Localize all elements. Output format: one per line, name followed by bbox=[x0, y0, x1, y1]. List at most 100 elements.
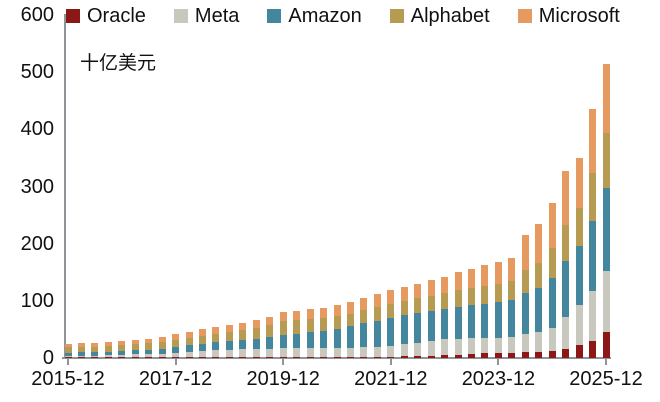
segment-meta-2022-06 bbox=[414, 342, 422, 356]
segment-amazon-2016-06 bbox=[91, 352, 99, 356]
segment-amazon-2022-09 bbox=[427, 310, 435, 341]
x-tick-2025-12 bbox=[605, 359, 607, 365]
segment-microsoft-2016-09 bbox=[104, 342, 112, 347]
bar-2025-09 bbox=[589, 109, 597, 358]
bar-2017-06 bbox=[145, 338, 153, 358]
segment-oracle-2025-03 bbox=[562, 348, 570, 358]
segment-microsoft-2022-03 bbox=[400, 287, 408, 302]
segment-alphabet-2021-09 bbox=[373, 307, 381, 321]
x-tick-2023-12 bbox=[497, 359, 500, 365]
alphabet-swatch-icon bbox=[389, 9, 404, 23]
legend-item-amazon: Amazon bbox=[267, 5, 362, 27]
segment-microsoft-2023-12 bbox=[494, 262, 502, 285]
segment-microsoft-2018-03 bbox=[185, 331, 193, 338]
segment-amazon-2024-03 bbox=[508, 300, 516, 337]
segment-meta-2025-03 bbox=[562, 317, 570, 349]
segment-meta-2020-06 bbox=[306, 348, 314, 358]
segment-microsoft-2015-12 bbox=[64, 343, 72, 348]
bar-2017-03 bbox=[131, 339, 139, 358]
segment-meta-2024-09 bbox=[535, 331, 543, 352]
segment-alphabet-2016-12 bbox=[118, 345, 126, 351]
segment-amazon-2020-03 bbox=[293, 333, 301, 349]
segment-microsoft-2017-06 bbox=[145, 338, 153, 344]
segment-alphabet-2023-06 bbox=[468, 288, 475, 306]
segment-amazon-2025-03 bbox=[562, 261, 570, 318]
bar-2018-09 bbox=[212, 327, 220, 358]
segment-oracle-2017-06 bbox=[145, 357, 153, 358]
segment-oracle-2024-03 bbox=[508, 352, 516, 358]
legend-label-microsoft: Microsoft bbox=[538, 5, 620, 27]
segment-microsoft-2022-09 bbox=[427, 280, 435, 296]
segment-oracle-2018-06 bbox=[199, 356, 206, 358]
bar-2017-09 bbox=[158, 336, 166, 358]
bar-2016-09 bbox=[104, 342, 112, 358]
segment-microsoft-2022-12 bbox=[441, 276, 449, 293]
bar-2016-03 bbox=[77, 343, 85, 358]
segment-alphabet-2019-06 bbox=[252, 328, 260, 339]
segment-alphabet-2019-03 bbox=[239, 330, 247, 340]
bar-2017-12 bbox=[172, 334, 180, 358]
segment-oracle-2019-06 bbox=[252, 357, 260, 358]
legend-label-amazon: Amazon bbox=[288, 5, 362, 27]
bar-2024-03 bbox=[508, 258, 516, 358]
legend-item-microsoft: Microsoft bbox=[517, 5, 620, 27]
segment-meta-2025-09 bbox=[589, 290, 597, 341]
segment-meta-2022-03 bbox=[400, 344, 408, 357]
segment-amazon-2025-06 bbox=[575, 245, 583, 306]
segment-oracle-2020-12 bbox=[333, 357, 341, 358]
segment-microsoft-2021-06 bbox=[360, 298, 368, 311]
segment-alphabet-2024-03 bbox=[508, 280, 516, 300]
segment-amazon-2024-06 bbox=[521, 292, 529, 335]
segment-meta-2018-12 bbox=[225, 349, 233, 358]
y-tick-label-300: 300 bbox=[20, 175, 54, 198]
segment-amazon-2023-03 bbox=[454, 306, 462, 339]
microsoft-swatch-icon bbox=[517, 9, 532, 23]
x-tick-label-2021-12: 2021-12 bbox=[354, 368, 428, 390]
segment-meta-2024-06 bbox=[521, 334, 529, 353]
segment-amazon-2025-12 bbox=[602, 187, 610, 271]
segment-microsoft-2024-06 bbox=[521, 235, 529, 270]
x-tick-label-2019-12: 2019-12 bbox=[246, 368, 320, 390]
segment-amazon-2022-03 bbox=[400, 315, 408, 345]
segment-amazon-2018-09 bbox=[212, 342, 220, 351]
segment-amazon-2022-12 bbox=[441, 308, 449, 339]
segment-oracle-2020-06 bbox=[306, 357, 314, 358]
segment-oracle-2025-09 bbox=[589, 340, 597, 358]
segment-meta-2019-06 bbox=[252, 349, 260, 358]
segment-meta-2018-09 bbox=[212, 350, 220, 357]
segment-microsoft-2024-09 bbox=[535, 223, 543, 263]
segment-meta-2020-12 bbox=[333, 348, 341, 358]
segment-microsoft-2016-12 bbox=[118, 340, 126, 346]
segment-alphabet-2025-06 bbox=[575, 208, 583, 246]
segment-oracle-2019-12 bbox=[279, 357, 287, 358]
segment-oracle-2022-06 bbox=[414, 356, 422, 358]
legend-label-meta: Meta bbox=[194, 5, 240, 27]
segment-microsoft-2020-09 bbox=[320, 307, 328, 318]
segment-meta-2023-09 bbox=[481, 337, 489, 354]
bar-2023-09 bbox=[481, 265, 489, 358]
segment-microsoft-2019-03 bbox=[239, 322, 247, 331]
segment-meta-2021-09 bbox=[373, 346, 381, 357]
bar-2019-09 bbox=[266, 316, 274, 358]
segment-oracle-2023-03 bbox=[454, 354, 462, 358]
segment-oracle-2017-12 bbox=[172, 356, 180, 358]
segment-oracle-2022-03 bbox=[400, 356, 408, 358]
bar-2019-06 bbox=[252, 320, 260, 358]
segment-microsoft-2021-03 bbox=[346, 302, 354, 314]
segment-meta-2020-09 bbox=[320, 348, 328, 358]
segment-meta-2022-12 bbox=[441, 338, 449, 356]
segment-oracle-2015-12 bbox=[64, 357, 72, 358]
segment-amazon-2022-06 bbox=[414, 312, 422, 343]
segment-meta-2020-03 bbox=[293, 348, 301, 358]
unit-label: 十亿美元 bbox=[80, 53, 157, 74]
segment-alphabet-2025-03 bbox=[562, 224, 570, 262]
bar-2025-03 bbox=[562, 171, 570, 358]
bar-2018-12 bbox=[225, 324, 233, 358]
segment-alphabet-2021-06 bbox=[360, 310, 368, 324]
segment-oracle-2023-09 bbox=[481, 353, 489, 358]
segment-microsoft-2023-06 bbox=[468, 268, 475, 289]
segment-alphabet-2018-12 bbox=[225, 332, 233, 341]
legend: Oracle Meta Amazon Alphabet Microsoft bbox=[66, 5, 620, 27]
segment-microsoft-2025-06 bbox=[575, 157, 583, 209]
y-tick-label-0: 0 bbox=[42, 347, 54, 369]
